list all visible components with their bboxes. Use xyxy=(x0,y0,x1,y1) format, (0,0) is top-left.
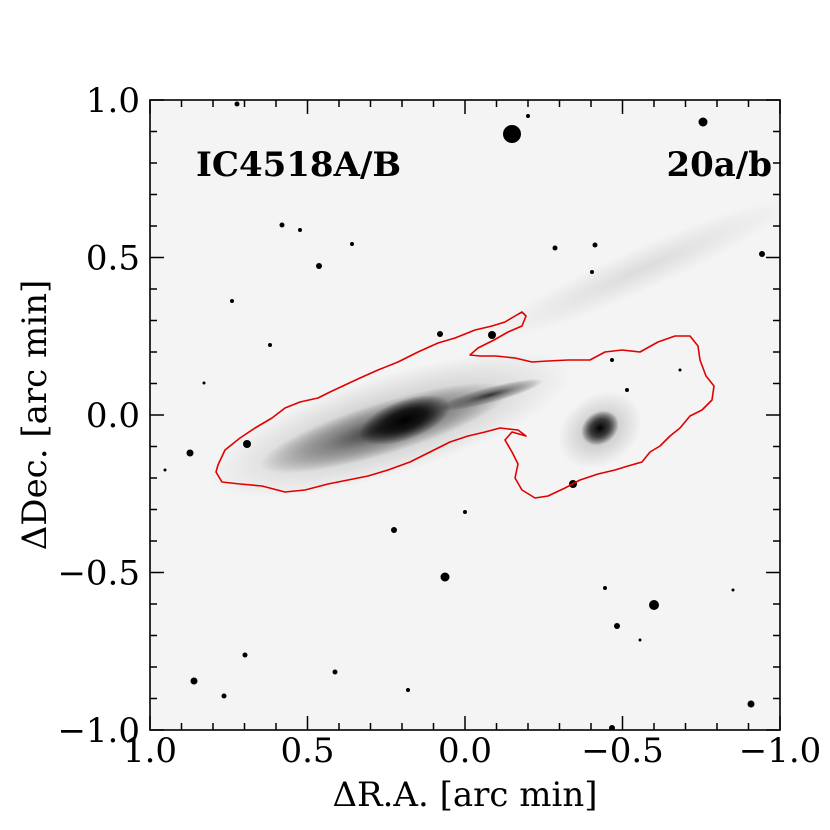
object-label: IC4518A/B xyxy=(196,145,401,185)
field-stars xyxy=(163,101,765,730)
y-tick-label: 0.5 xyxy=(86,239,140,279)
x-tick-label: −0.5 xyxy=(581,731,664,771)
y-tick-label: 0.0 xyxy=(86,396,140,436)
galaxy-b-core xyxy=(581,410,619,446)
axis-ticks xyxy=(149,99,781,731)
isophote-contour xyxy=(215,311,715,499)
y-tick-label: −1.0 xyxy=(57,711,140,751)
sky-image xyxy=(163,101,780,730)
y-tick-label: −0.5 xyxy=(57,554,140,594)
x-axis-title: ΔR.A. [arc min] xyxy=(332,775,597,815)
galaxy-a-core xyxy=(359,395,451,445)
tidal-tail xyxy=(484,197,780,343)
y-tick-labels: 1.0 0.5 0.0 −0.5 −1.0 xyxy=(57,81,140,751)
galaxy-a-arm xyxy=(436,378,544,412)
x-tick-label: 0.0 xyxy=(438,731,492,771)
y-axis-title: ΔDec. [arc min] xyxy=(15,280,55,551)
x-tick-label: −1.0 xyxy=(739,731,822,771)
x-tick-label: 0.5 xyxy=(280,731,334,771)
x-tick-label: 1.0 xyxy=(123,731,177,771)
x-tick-labels: 1.0 0.5 0.0 −0.5 −1.0 xyxy=(123,731,821,771)
panel-id-label: 20a/b xyxy=(666,145,772,185)
y-tick-label: 1.0 xyxy=(86,81,140,121)
